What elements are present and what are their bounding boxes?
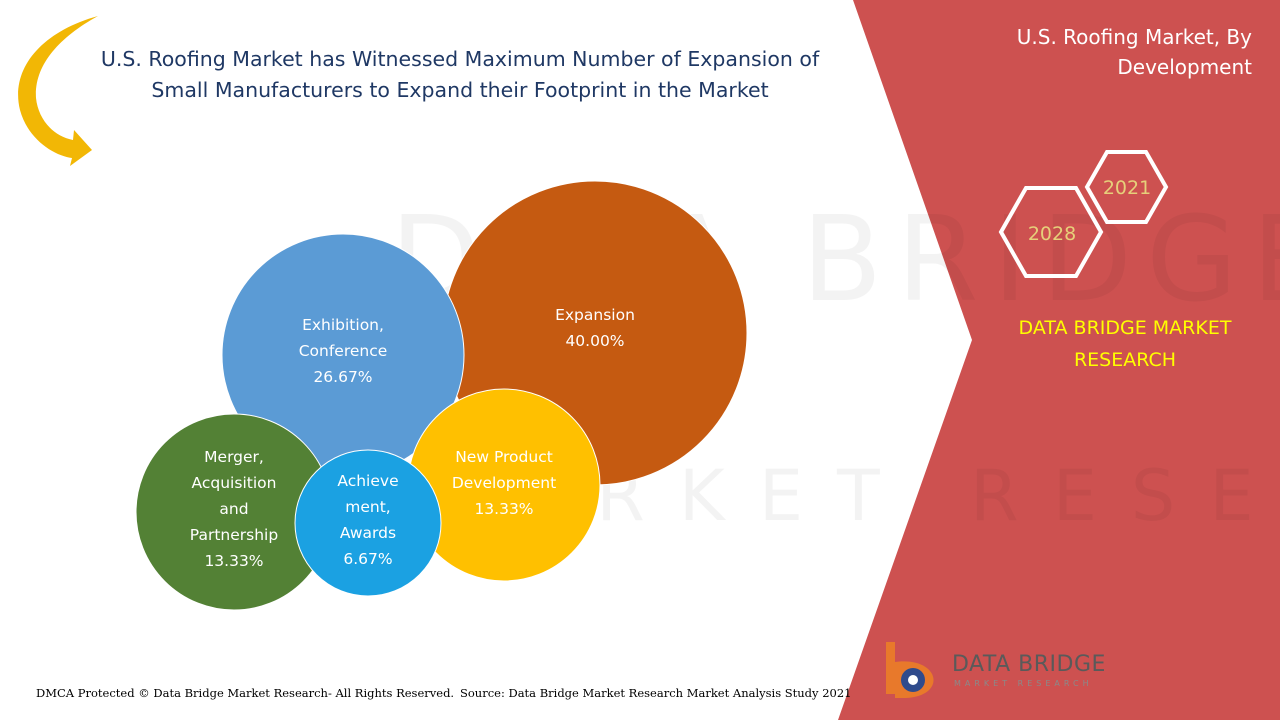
bubble-value-label: 40.00% [565, 332, 624, 350]
page-title-line-1: U.S. Roofing Market has Witnessed Maximu… [100, 47, 820, 71]
right-red-panel [838, 0, 1280, 720]
panel-title: U.S. Roofing Market, By Development [952, 22, 1252, 82]
bubble-value-label: 26.67% [313, 368, 372, 386]
brand-name-line-2: RESEARCH [1073, 349, 1177, 371]
bubble-category-label: Achieve [337, 472, 398, 490]
panel-title-line-1: U.S. Roofing Market, By [1016, 25, 1252, 49]
page-title-line-2: Small Manufacturers to Expand their Foot… [151, 78, 769, 102]
hexagon-icon [998, 150, 1169, 278]
brand-name: DATA BRIDGE MARKET RESEARCH [985, 312, 1265, 376]
bubble-category-label: and [219, 500, 248, 518]
bubble-category-label: Partnership [190, 526, 278, 544]
year-2028-label: 2028 [1028, 223, 1076, 245]
data-bridge-logo-icon [886, 642, 934, 698]
copyright-notice: DMCA Protected © Data Bridge Market Rese… [36, 686, 455, 700]
bubble-value-label: 13.33% [204, 552, 263, 570]
page-title: U.S. Roofing Market has Witnessed Maximu… [40, 44, 880, 106]
year-2021-label: 2021 [1103, 177, 1151, 199]
bubble-value-label: 6.67% [343, 550, 392, 568]
bubble-category-label: Expansion [555, 306, 635, 324]
bubble-category-label: ment, [345, 498, 390, 516]
bubble-achievement [294, 449, 442, 597]
bubble-category-label: Development [452, 474, 556, 492]
bubble-category-label: Acquisition [192, 474, 277, 492]
bubble-category-label: Awards [340, 524, 396, 542]
bubble-value-label: 13.33% [474, 500, 533, 518]
logo-subtitle: MARKET RESEARCH [954, 679, 1093, 688]
brand-name-line-1: DATA BRIDGE MARKET [1018, 317, 1232, 339]
bubble-category-label: Exhibition, [302, 316, 384, 334]
source-note: Source: Data Bridge Market Research Mark… [460, 686, 852, 700]
bubble-category-label: New Product [455, 448, 553, 466]
panel-title-line-2: Development [1117, 55, 1252, 79]
bubble-category-label: Conference [299, 342, 388, 360]
logo-name: DATA BRIDGE [952, 652, 1106, 677]
curved-arrow-icon [18, 16, 98, 166]
bubble-category-label: Merger, [204, 448, 264, 466]
